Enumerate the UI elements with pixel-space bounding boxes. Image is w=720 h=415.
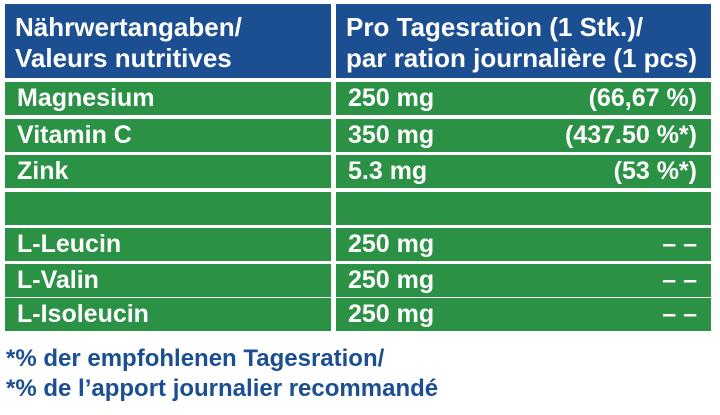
nutrient-name: L-Isoleucin xyxy=(5,298,331,331)
nutrient-name: L-Valin xyxy=(5,264,331,297)
header-nutrients: Nährwertangaben/ Valeurs nutritives xyxy=(5,4,331,78)
nutrient-amount: 250 mg xyxy=(348,230,435,258)
header-per-serving: Pro Tagesration (1 Stk.)/ par ration jou… xyxy=(336,4,711,78)
nutrient-amount: 250 mg xyxy=(348,300,435,328)
nutrient-value: 250 mg – – xyxy=(336,228,711,261)
nutrient-percent: – – xyxy=(662,266,697,294)
nutrient-value: 250 mg – – xyxy=(336,264,711,297)
footnote-fr: *% de l’apport journalier recommandé xyxy=(6,375,439,402)
nutrient-percent: (437.50 %*) xyxy=(564,121,697,149)
nutrient-value: 250 mg (66,67 %) xyxy=(336,82,711,115)
nutrient-name: Zink xyxy=(5,155,331,188)
header-nutrients-fr: Valeurs nutritives xyxy=(15,43,232,73)
nutrient-amount: 250 mg xyxy=(348,84,435,112)
nutrient-value: 350 mg (437.50 %*) xyxy=(336,119,711,152)
empty-row-cell xyxy=(336,192,711,225)
nutrient-amount: 250 mg xyxy=(348,266,435,294)
header-per-serving-de: Pro Tagesration (1 Stk.)/ xyxy=(346,12,644,42)
nutrient-amount: 5.3 mg xyxy=(348,157,428,185)
nutrient-percent: – – xyxy=(662,300,697,328)
footnote-de: *% der empfohlenen Tagesration/ xyxy=(6,345,385,372)
header-per-serving-fr: par ration journalière (1 pcs) xyxy=(346,43,698,73)
nutrient-percent: – – xyxy=(662,230,697,258)
nutrient-name: Magnesium xyxy=(5,82,331,115)
nutrient-name: L-Leucin xyxy=(5,228,331,261)
nutrient-value: 250 mg – – xyxy=(336,298,711,331)
nutrient-value: 5.3 mg (53 %*) xyxy=(336,155,711,188)
header-nutrients-de: Nährwertangaben/ xyxy=(15,12,242,42)
nutrient-name: Vitamin C xyxy=(5,119,331,152)
nutrient-amount: 350 mg xyxy=(348,121,435,149)
nutrient-percent: (66,67 %) xyxy=(588,84,697,112)
nutrient-percent: (53 %*) xyxy=(613,157,697,185)
nutrition-table: Nährwertangaben/ Valeurs nutritives Pro … xyxy=(5,4,711,331)
empty-row-cell xyxy=(5,192,331,225)
